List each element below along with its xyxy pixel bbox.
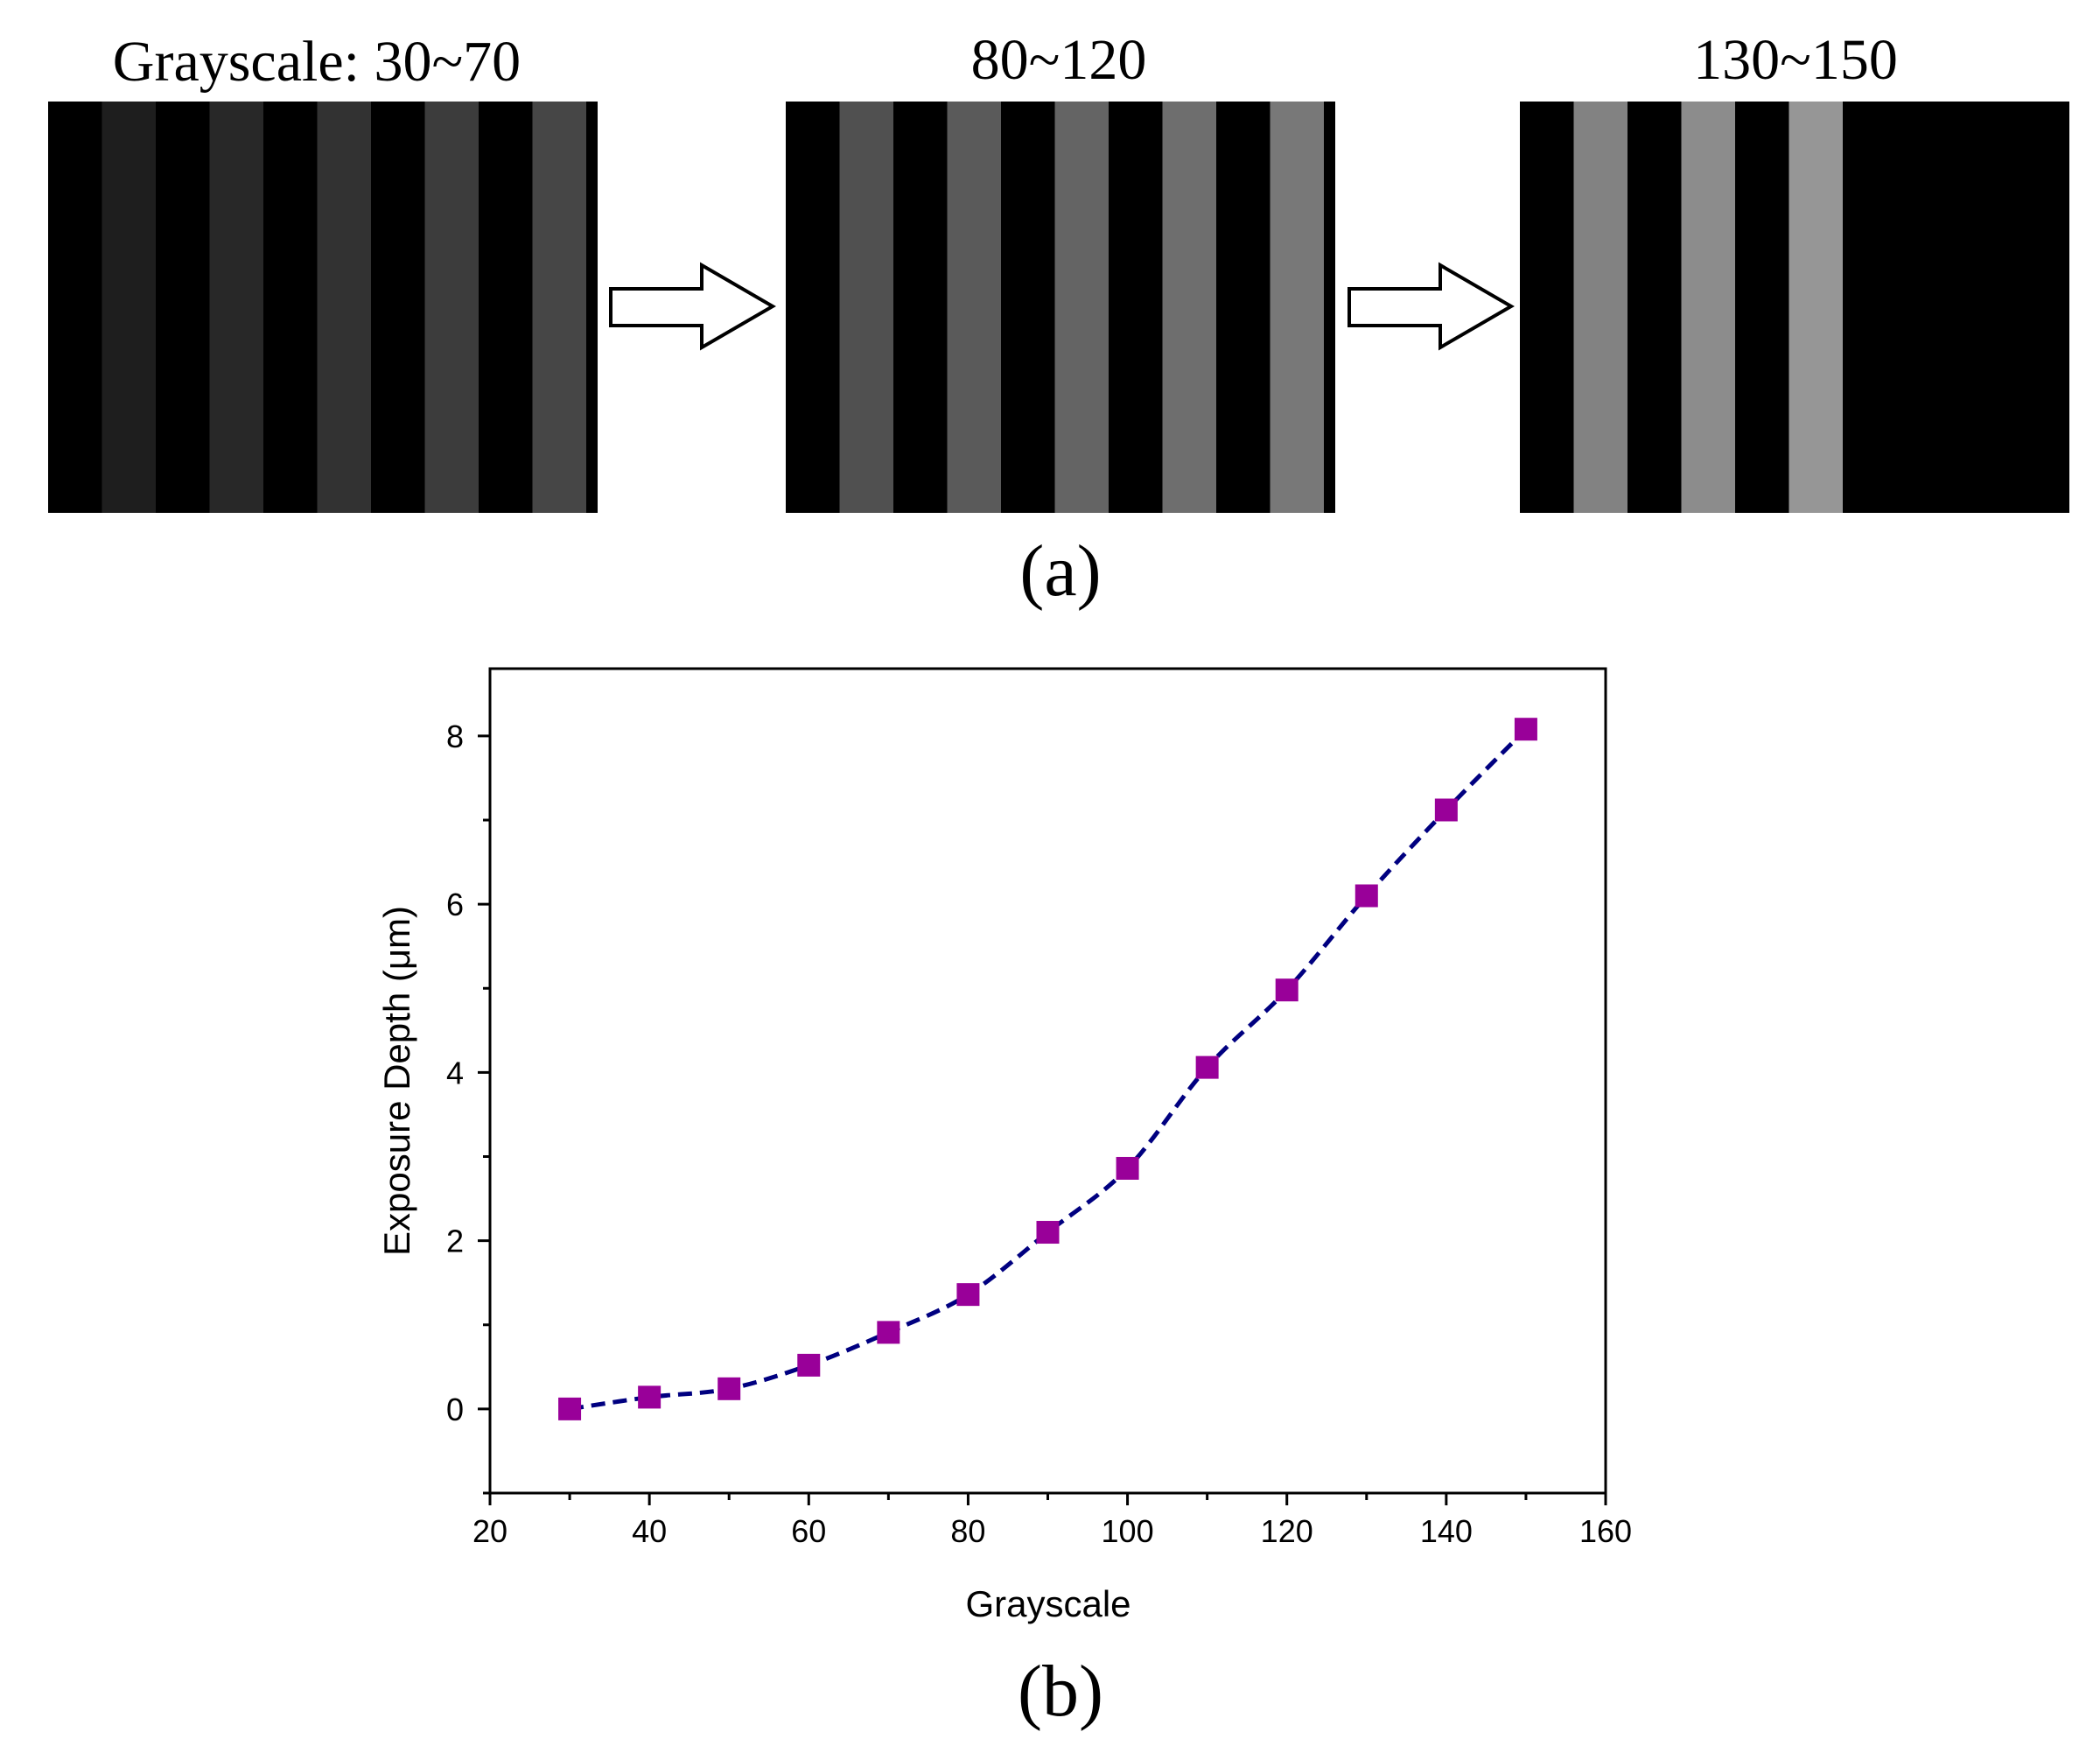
y-tick-label: 2	[446, 1224, 464, 1259]
grayscale-pattern-2	[786, 102, 1335, 513]
y-tick-label: 4	[446, 1055, 464, 1090]
gray-stripe	[1054, 102, 1109, 513]
data-point-marker	[1036, 1221, 1060, 1245]
grayscale-pattern-3	[1520, 102, 2069, 513]
data-point-marker	[1275, 978, 1298, 1002]
x-tick-label: 160	[1579, 1513, 1632, 1549]
grayscale-pattern-1	[48, 102, 598, 513]
gray-stripe	[1788, 102, 1843, 513]
gray-stripe	[317, 102, 371, 513]
right-arrow-icon	[609, 262, 776, 351]
gray-stripe	[532, 102, 586, 513]
y-axis: 0 2 4 6 8	[446, 719, 490, 1495]
y-axis-label: Exposure Depth (μm)	[376, 906, 417, 1256]
data-point-marker	[797, 1353, 821, 1377]
gray-stripe	[839, 102, 893, 513]
y-tick-label: 0	[446, 1392, 464, 1427]
data-point-marker	[1354, 884, 1378, 908]
x-axis: 20 40 60 80 100 120 140 160	[472, 1493, 1632, 1549]
data-point-marker	[956, 1283, 980, 1307]
x-tick-label: 140	[1420, 1513, 1473, 1549]
x-tick-label: 120	[1261, 1513, 1313, 1549]
panel-b-chart: 20 40 60 80 100 120 140 160 0 2 4 6 8 Grayscale Exp…	[376, 667, 1632, 1624]
pattern-label-2: 80~120	[971, 28, 1147, 92]
plot-frame	[488, 667, 1607, 1495]
gray-stripe	[209, 102, 263, 513]
gray-stripe	[1162, 102, 1216, 513]
pattern-label-1: Grayscale: 30~70	[113, 30, 521, 94]
y-tick-label: 8	[446, 719, 464, 754]
gray-stripe	[424, 102, 479, 513]
data-point-marker	[718, 1377, 741, 1400]
series-line-exposure-depth	[569, 727, 1528, 1412]
x-axis-label: Grayscale	[965, 1583, 1130, 1624]
right-arrow-icon	[1348, 262, 1515, 351]
gray-stripe	[102, 102, 156, 513]
data-point-marker	[558, 1397, 582, 1420]
gray-stripe	[1270, 102, 1324, 513]
x-tick-label: 20	[472, 1513, 508, 1549]
x-tick-label: 40	[632, 1513, 667, 1549]
series-markers	[558, 718, 1537, 1420]
gray-stripe	[1681, 102, 1735, 513]
gray-stripe	[1573, 102, 1628, 513]
data-point-marker	[1116, 1156, 1139, 1180]
data-point-marker	[638, 1385, 662, 1409]
x-tick-label: 60	[791, 1513, 826, 1549]
gray-stripe	[947, 102, 1001, 513]
data-point-marker	[1434, 798, 1458, 822]
panel-a: Grayscale: 30~70 80~120 130~150 (a)	[48, 28, 2069, 612]
data-point-marker	[1514, 718, 1537, 741]
data-point-marker	[1195, 1055, 1219, 1079]
x-tick-label: 100	[1102, 1513, 1154, 1549]
x-tick-label: 80	[950, 1513, 985, 1549]
data-point-marker	[877, 1321, 900, 1344]
panel-a-caption: (a)	[1019, 530, 1101, 612]
panel-b-caption: (b)	[1018, 1651, 1103, 1732]
pattern-label-3: 130~150	[1693, 28, 1898, 92]
y-tick-label: 6	[446, 887, 464, 922]
